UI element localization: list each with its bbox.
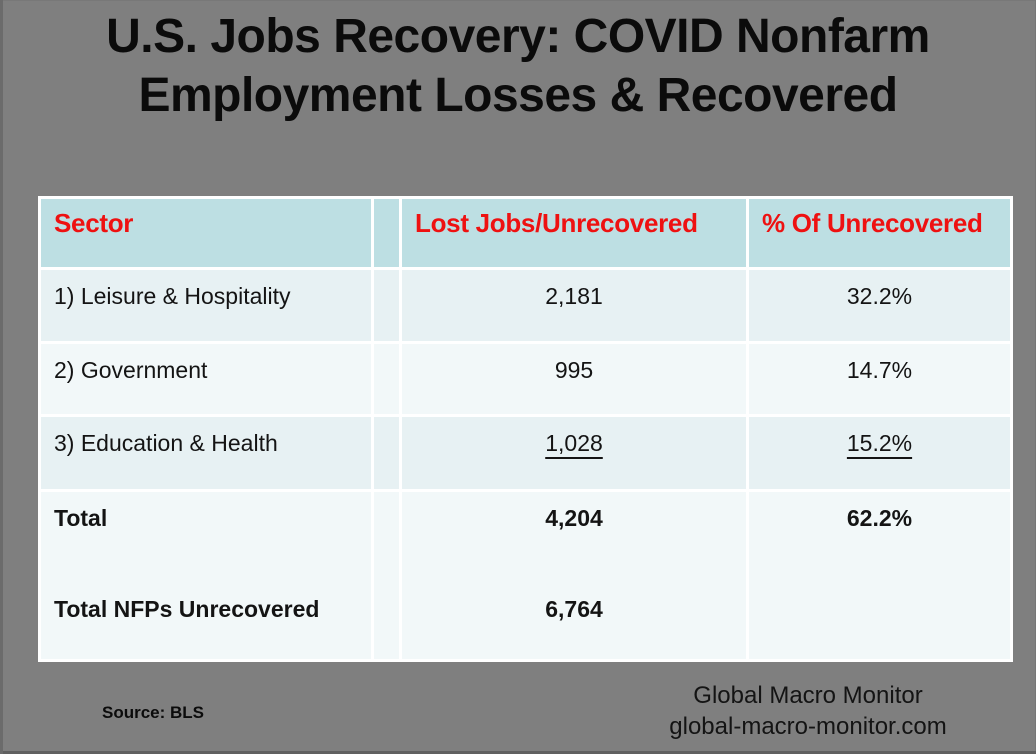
table-row-sector: 2) Government xyxy=(41,344,371,414)
column-header-lost-jobs: Lost Jobs/Unrecovered xyxy=(402,199,746,267)
total-nfp-lost-value: 6,764 xyxy=(545,596,603,622)
page-title: U.S. Jobs Recovery: COVID Nonfarm Employ… xyxy=(0,8,1036,125)
source-note: Source: BLS xyxy=(102,703,205,722)
table-row-pct: 15.2% xyxy=(749,417,1010,489)
table-row-lost: 2,181 xyxy=(402,270,746,341)
brand-name: Global Macro Monitor xyxy=(693,682,923,709)
table-row-lost: 1,028 xyxy=(402,417,746,489)
table-row-lost: 995 xyxy=(402,344,746,414)
jobs-table: Sector Lost Jobs/Unrecovered % Of Unreco… xyxy=(38,196,1013,662)
total-nfp-label: Total NFPs Unrecovered xyxy=(54,596,320,622)
brand-url: global-macro-monitor.com xyxy=(669,712,947,740)
totals-lost-cell: 4,204 6,764 xyxy=(402,492,746,659)
total-pct-value: 62.2% xyxy=(846,505,913,531)
underlined-value: 1,028 xyxy=(545,430,603,456)
column-header-spacer xyxy=(374,199,399,267)
column-header-sector: Sector xyxy=(41,199,371,267)
totals-spacer-cell xyxy=(374,492,399,659)
total-label: Total xyxy=(54,505,108,531)
totals-sector-cell: Total Total NFPs Unrecovered xyxy=(41,492,371,659)
table-row-spacer xyxy=(374,270,399,341)
table-row-pct: 32.2% xyxy=(749,270,1010,341)
page-title-line2: Employment Losses & Recovered xyxy=(138,68,898,122)
table-row-sector: 3) Education & Health xyxy=(41,417,371,489)
brand-attribution: Global Macro Monitor global-macro-monito… xyxy=(618,681,998,742)
table-row-spacer xyxy=(374,344,399,414)
total-lost-value: 4,204 xyxy=(545,505,603,531)
totals-pct-cell: 62.2% xyxy=(749,492,1010,659)
column-header-pct-unrecovered: % Of Unrecovered xyxy=(749,199,1010,267)
table-row-sector: 1) Leisure & Hospitality xyxy=(41,270,371,341)
underlined-value: 15.2% xyxy=(846,430,913,456)
table-row-spacer xyxy=(374,417,399,489)
table-row-pct: 14.7% xyxy=(749,344,1010,414)
page-title-line1: U.S. Jobs Recovery: COVID Nonfarm xyxy=(106,10,930,63)
